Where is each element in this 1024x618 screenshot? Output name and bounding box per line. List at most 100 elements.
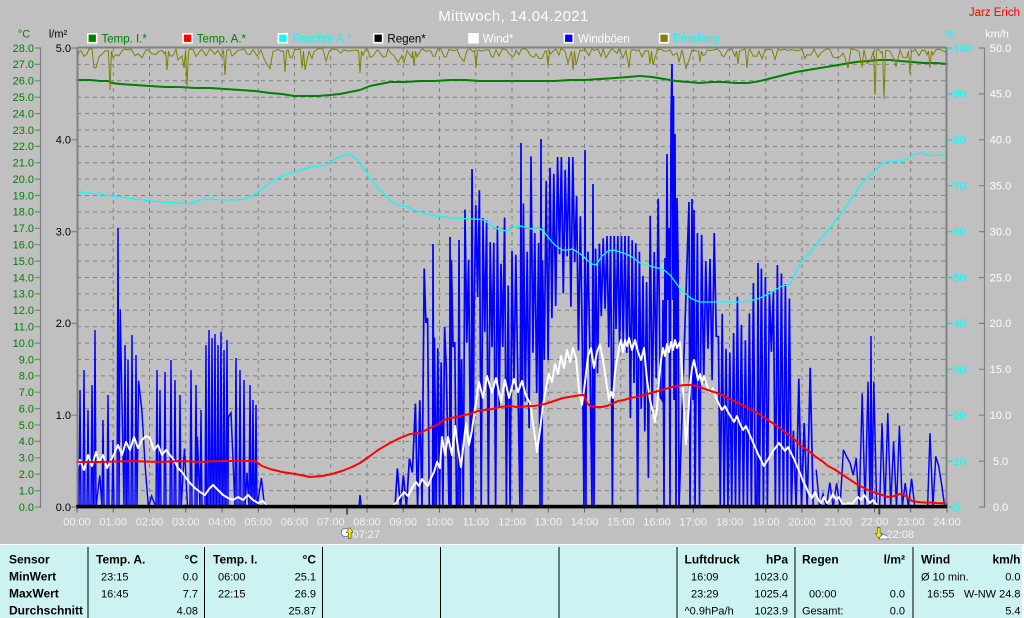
svg-text:07:00: 07:00	[317, 517, 345, 529]
svg-text:16:09: 16:09	[691, 572, 719, 584]
svg-text:16:55: 16:55	[927, 589, 955, 601]
svg-text:60: 60	[954, 226, 966, 238]
svg-text:0.0: 0.0	[19, 502, 34, 514]
svg-text:23:29: 23:29	[691, 589, 719, 601]
svg-text:5.4: 5.4	[1005, 606, 1020, 618]
svg-text:15:00: 15:00	[607, 517, 635, 529]
svg-text:15.0: 15.0	[13, 256, 34, 268]
svg-text:0.0: 0.0	[993, 502, 1008, 514]
svg-text:25.87: 25.87	[288, 606, 316, 618]
svg-text:01:00: 01:00	[99, 517, 127, 529]
svg-text:90: 90	[954, 89, 966, 101]
svg-text:27.0: 27.0	[13, 59, 34, 71]
svg-text:MaxWert: MaxWert	[9, 587, 59, 601]
svg-text:°C: °C	[303, 553, 317, 567]
svg-text:19:00: 19:00	[752, 517, 780, 529]
svg-text:4.0: 4.0	[19, 436, 34, 448]
svg-text:14.0: 14.0	[13, 272, 34, 284]
svg-text:21:00: 21:00	[824, 517, 852, 529]
svg-text:10.0: 10.0	[13, 338, 34, 350]
svg-text:20: 20	[954, 410, 966, 422]
svg-text:25.0: 25.0	[990, 272, 1011, 284]
svg-text:Luftdruck: Luftdruck	[685, 553, 741, 567]
svg-text:Regen*: Regen*	[387, 34, 426, 46]
svg-text:MinWert: MinWert	[9, 570, 56, 584]
svg-text:0.0: 0.0	[56, 502, 71, 514]
svg-text:20.0: 20.0	[990, 318, 1011, 330]
svg-text:Regen: Regen	[802, 553, 839, 567]
svg-text:07:27: 07:27	[353, 529, 381, 541]
svg-text:26.9: 26.9	[295, 589, 316, 601]
svg-text:16.0: 16.0	[13, 240, 34, 252]
svg-text:Temp. A.: Temp. A.	[96, 553, 145, 567]
svg-text:7.0: 7.0	[19, 387, 34, 399]
svg-text:Windböen: Windböen	[578, 34, 630, 46]
svg-text:Temp. A.*: Temp. A.*	[197, 34, 247, 46]
svg-text:18.0: 18.0	[13, 207, 34, 219]
svg-text:°C: °C	[18, 29, 30, 41]
svg-text:1023.0: 1023.0	[754, 572, 788, 584]
svg-text:25.1: 25.1	[295, 572, 316, 584]
svg-text:5.0: 5.0	[19, 420, 34, 432]
svg-text:Temp. I.*: Temp. I.*	[102, 34, 148, 46]
svg-text:0.0: 0.0	[890, 589, 905, 601]
svg-text:00:00: 00:00	[809, 589, 837, 601]
svg-text:Mittwoch, 14.04.2021: Mittwoch, 14.04.2021	[438, 8, 589, 25]
svg-text:50.0: 50.0	[990, 43, 1011, 55]
svg-text:09:00: 09:00	[389, 517, 417, 529]
svg-text:18:00: 18:00	[716, 517, 744, 529]
svg-text:06:00: 06:00	[281, 517, 309, 529]
svg-text:km/h: km/h	[992, 553, 1020, 567]
svg-text:4.08: 4.08	[177, 606, 198, 618]
svg-text:1023.9: 1023.9	[754, 606, 788, 618]
svg-text:^0.9hPa/h: ^0.9hPa/h	[685, 606, 734, 618]
svg-text:9.0: 9.0	[19, 354, 34, 366]
svg-text:04:00: 04:00	[208, 517, 236, 529]
svg-text:23:15: 23:15	[101, 572, 129, 584]
svg-text:11:00: 11:00	[462, 517, 489, 529]
svg-text:28.0: 28.0	[13, 43, 34, 55]
svg-text:22:15: 22:15	[218, 589, 246, 601]
svg-text:l/m²: l/m²	[884, 553, 905, 567]
svg-text:30: 30	[954, 364, 966, 376]
svg-text:16:00: 16:00	[643, 517, 671, 529]
svg-text:1.0: 1.0	[19, 485, 34, 497]
svg-text:05:00: 05:00	[244, 517, 272, 529]
svg-text:Gesamt:: Gesamt:	[802, 606, 844, 618]
svg-text:17.0: 17.0	[13, 223, 34, 235]
svg-text:14:00: 14:00	[571, 517, 599, 529]
svg-text:21.0: 21.0	[13, 158, 34, 170]
svg-text:1.0: 1.0	[56, 410, 71, 422]
svg-text:20.0: 20.0	[13, 174, 34, 186]
svg-text:6.0: 6.0	[19, 403, 34, 415]
svg-text:°C: °C	[185, 553, 199, 567]
svg-text:2.0: 2.0	[56, 318, 71, 330]
svg-text:26.0: 26.0	[13, 76, 34, 88]
svg-text:Wind*: Wind*	[483, 34, 514, 46]
svg-text:22:08: 22:08	[887, 529, 915, 541]
svg-text:7.7: 7.7	[183, 589, 198, 601]
svg-text:03:00: 03:00	[172, 517, 200, 529]
svg-text:10:00: 10:00	[426, 517, 454, 529]
svg-text:45.0: 45.0	[990, 89, 1011, 101]
svg-text:Durchschnitt: Durchschnitt	[9, 604, 83, 618]
svg-text:3.0: 3.0	[19, 453, 34, 465]
svg-text:1025.4: 1025.4	[754, 589, 788, 601]
svg-text:W-NW 24.8: W-NW 24.8	[964, 589, 1021, 601]
svg-text:80: 80	[954, 135, 966, 147]
svg-text:0.0: 0.0	[183, 572, 198, 584]
svg-text:50: 50	[954, 272, 966, 284]
svg-text:00:00: 00:00	[63, 517, 91, 529]
svg-text:10: 10	[954, 456, 966, 468]
svg-text:Temp. I.: Temp. I.	[213, 553, 257, 567]
svg-text:10.0: 10.0	[990, 410, 1011, 422]
svg-text:Wind: Wind	[921, 553, 950, 567]
svg-text:11.0: 11.0	[13, 322, 34, 334]
svg-text:25.0: 25.0	[13, 92, 34, 104]
svg-text:0: 0	[954, 502, 960, 514]
svg-text:Sensor: Sensor	[9, 553, 50, 567]
svg-text:23:00: 23:00	[897, 517, 925, 529]
svg-text:Ø 10 min.: Ø 10 min.	[921, 572, 969, 584]
svg-text:hPa: hPa	[766, 553, 788, 567]
svg-text:08:00: 08:00	[353, 517, 381, 529]
